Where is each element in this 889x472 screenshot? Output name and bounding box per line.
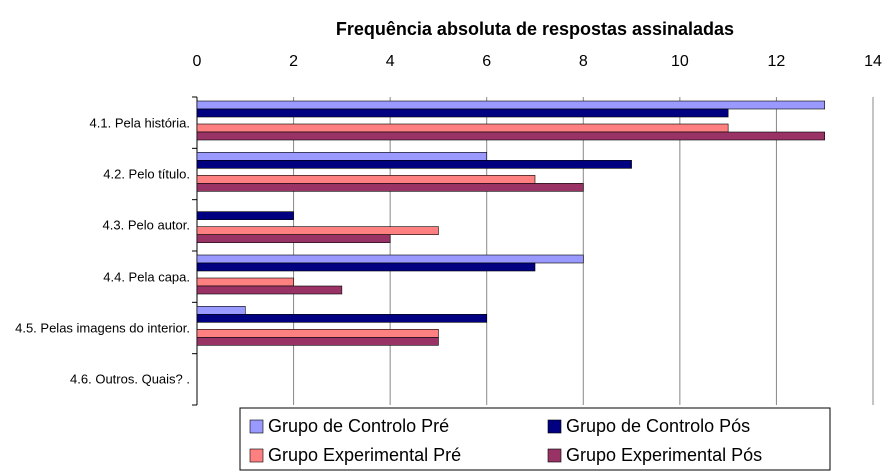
bar — [196, 337, 439, 346]
y-tick-label: 4.2. Pelo título. — [103, 166, 190, 182]
legend-label: Grupo de Controlo Pós — [566, 416, 750, 436]
x-tick-label: 4 — [386, 53, 395, 70]
x-tick-label: 12 — [768, 53, 786, 70]
bar — [196, 100, 826, 110]
bar — [196, 175, 536, 184]
x-tick-label: 14 — [864, 53, 882, 70]
legend-label: Grupo Experimental Pós — [566, 445, 762, 465]
bar — [196, 329, 439, 338]
chart-title: Frequência absoluta de respostas assinal… — [336, 19, 734, 39]
bar — [196, 152, 488, 161]
y-tick-label: 4.5. Pelas imagens do interior. — [15, 320, 190, 336]
bar — [196, 131, 826, 141]
y-tick-label: 4.6. Outros. Quais? . — [70, 371, 190, 387]
bar — [196, 211, 294, 220]
y-tick-label: 4.4. Pela capa. — [103, 269, 190, 285]
legend-swatch — [547, 419, 562, 434]
bar — [196, 183, 584, 192]
bar — [196, 285, 343, 295]
legend-swatch — [547, 448, 562, 463]
x-tick-label: 0 — [193, 53, 202, 70]
x-tick-label: 6 — [482, 53, 491, 70]
legend-label: Grupo Experimental Pré — [268, 445, 461, 465]
bar — [196, 306, 246, 315]
x-tick-label: 8 — [579, 53, 588, 70]
legend-swatch — [249, 448, 264, 463]
bar — [196, 314, 488, 323]
bar — [196, 226, 439, 235]
bar — [196, 262, 536, 272]
bar — [196, 108, 729, 118]
bar — [196, 160, 632, 169]
y-tick-label: 4.1. Pela história. — [89, 115, 190, 131]
bar — [196, 234, 391, 243]
bar — [196, 277, 294, 287]
x-tick-label: 10 — [671, 53, 689, 70]
y-tick-label: 4.3. Pelo autor. — [102, 217, 190, 233]
legend-swatch — [249, 419, 264, 434]
x-tick-label: 2 — [289, 53, 298, 70]
bar — [196, 254, 584, 264]
legend-box — [239, 407, 831, 471]
legend-label: Grupo de Controlo Pré — [268, 416, 449, 436]
bar — [196, 123, 729, 133]
